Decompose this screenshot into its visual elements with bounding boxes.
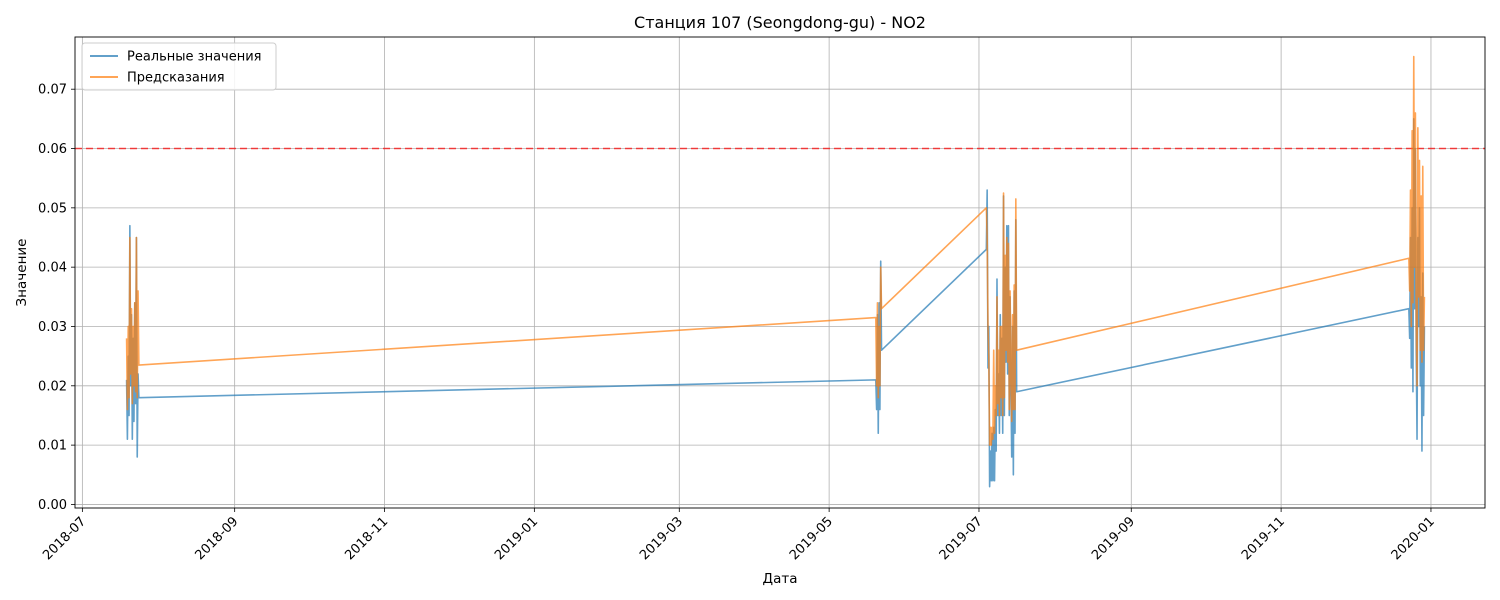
y-tick-label: 0.07 [38,83,67,98]
chart-title: Станция 107 (Seongdong-gu) - NO2 [634,13,926,32]
plot-frame [74,36,1486,509]
y-tick-label: 0.04 [38,261,67,276]
y-tick-label: 0.03 [38,320,67,335]
y-tick-label: 0.05 [38,201,67,216]
y-tick-label: 0.06 [38,142,67,157]
y-tick-label: 0.02 [38,379,67,394]
series-layer [125,55,1426,488]
series-line-1 [125,55,1426,446]
y-tick-label: 0.01 [38,439,67,454]
grid-lines [75,37,1485,508]
legend-box [81,42,277,91]
x-axis-title: Дата [763,571,798,587]
legend-label-0: Реальные значения [127,50,262,65]
legend-label-1: Предсказания [127,71,225,86]
legend: Реальные значения Предсказания [81,42,277,91]
y-tick-label: 0.00 [38,498,67,513]
y-axis-title: Значение [14,239,30,307]
